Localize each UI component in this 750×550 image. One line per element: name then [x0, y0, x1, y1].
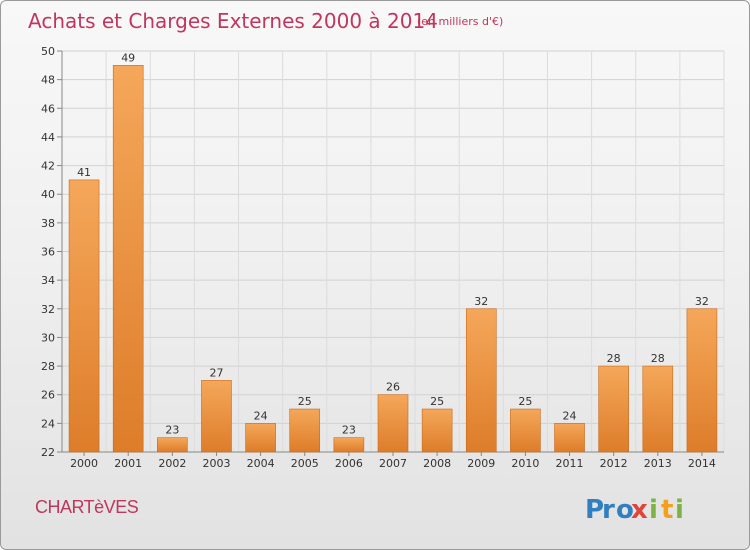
bar-2004	[245, 423, 276, 453]
bar-value-label: 24	[563, 409, 577, 422]
bar-value-label: 49	[121, 51, 135, 64]
bar-2002	[157, 437, 188, 453]
y-tick-label: 48	[41, 74, 55, 87]
bar-value-label: 25	[430, 395, 444, 408]
bar-2010	[510, 408, 541, 453]
y-tick-label: 32	[41, 303, 55, 316]
bar-2011	[554, 423, 585, 453]
x-tick-label: 2014	[688, 457, 716, 470]
bar-value-label: 32	[474, 295, 488, 308]
bar-2001	[112, 65, 144, 453]
bar-value-label: 28	[607, 352, 621, 365]
bar-value-label: 25	[518, 395, 532, 408]
logo-letter: t	[661, 495, 673, 525]
bar-value-label: 41	[77, 166, 91, 179]
x-tick-label: 2009	[467, 457, 495, 470]
y-tick-label: 40	[41, 188, 55, 201]
bar-value-label: 23	[165, 424, 179, 437]
proxiti-logo: Pr ox i t i	[585, 495, 684, 525]
chart-subtitle: (en milliers d'€)	[417, 15, 504, 28]
y-tick-label: 22	[41, 446, 55, 459]
logo-letter: x	[631, 495, 648, 525]
logo-letter: r	[602, 495, 615, 525]
y-tick-label: 36	[41, 246, 55, 259]
bar-2014	[686, 308, 718, 453]
y-tick-label: 38	[41, 217, 55, 230]
bar-value-label: 26	[386, 381, 400, 394]
y-tick-label: 28	[41, 360, 55, 373]
y-tick-label: 30	[41, 331, 55, 344]
y-tick-label: 26	[41, 389, 55, 402]
y-tick-label: 24	[41, 417, 55, 430]
bar-value-label: 23	[342, 424, 356, 437]
bar-value-label: 25	[298, 395, 312, 408]
logo-letter: P	[585, 495, 604, 525]
y-tick-label: 44	[41, 131, 55, 144]
x-tick-label: 2010	[511, 457, 539, 470]
x-tick-label: 2008	[423, 457, 451, 470]
logo-letter: i	[649, 495, 658, 525]
x-tick-label: 2011	[556, 457, 584, 470]
bar-value-label: 24	[254, 409, 268, 422]
x-tick-label: 2007	[379, 457, 407, 470]
bar-2003	[201, 380, 232, 453]
logo-letter: i	[675, 495, 684, 525]
x-tick-label: 2012	[600, 457, 628, 470]
bar-2008	[421, 408, 453, 453]
bar-2005	[289, 408, 321, 453]
bar-value-label: 27	[209, 366, 223, 379]
commune-name: CHARTèVES	[35, 497, 139, 517]
bar-2007	[377, 394, 409, 453]
bar-value-label: 32	[695, 295, 709, 308]
bar-2013	[642, 365, 674, 453]
chart-title: Achats et Charges Externes 2000 à 2014	[28, 9, 438, 33]
logo-letter: o	[616, 495, 634, 525]
x-tick-label: 2003	[202, 457, 230, 470]
x-tick-label: 2002	[158, 457, 186, 470]
bar-2006	[333, 437, 365, 453]
x-tick-label: 2005	[291, 457, 319, 470]
y-tick-label: 34	[41, 274, 55, 287]
bar-2000	[68, 179, 100, 453]
x-tick-label: 2013	[644, 457, 672, 470]
bar-2012	[598, 365, 629, 453]
x-tick-label: 2001	[114, 457, 142, 470]
x-tick-label: 2004	[247, 457, 275, 470]
y-tick-label: 42	[41, 160, 55, 173]
x-tick-label: 2000	[70, 457, 98, 470]
bar-value-label: 28	[651, 352, 665, 365]
bar-2009	[465, 308, 497, 453]
y-tick-label: 50	[41, 45, 55, 58]
y-tick-label: 46	[41, 102, 55, 115]
x-tick-label: 2006	[335, 457, 363, 470]
